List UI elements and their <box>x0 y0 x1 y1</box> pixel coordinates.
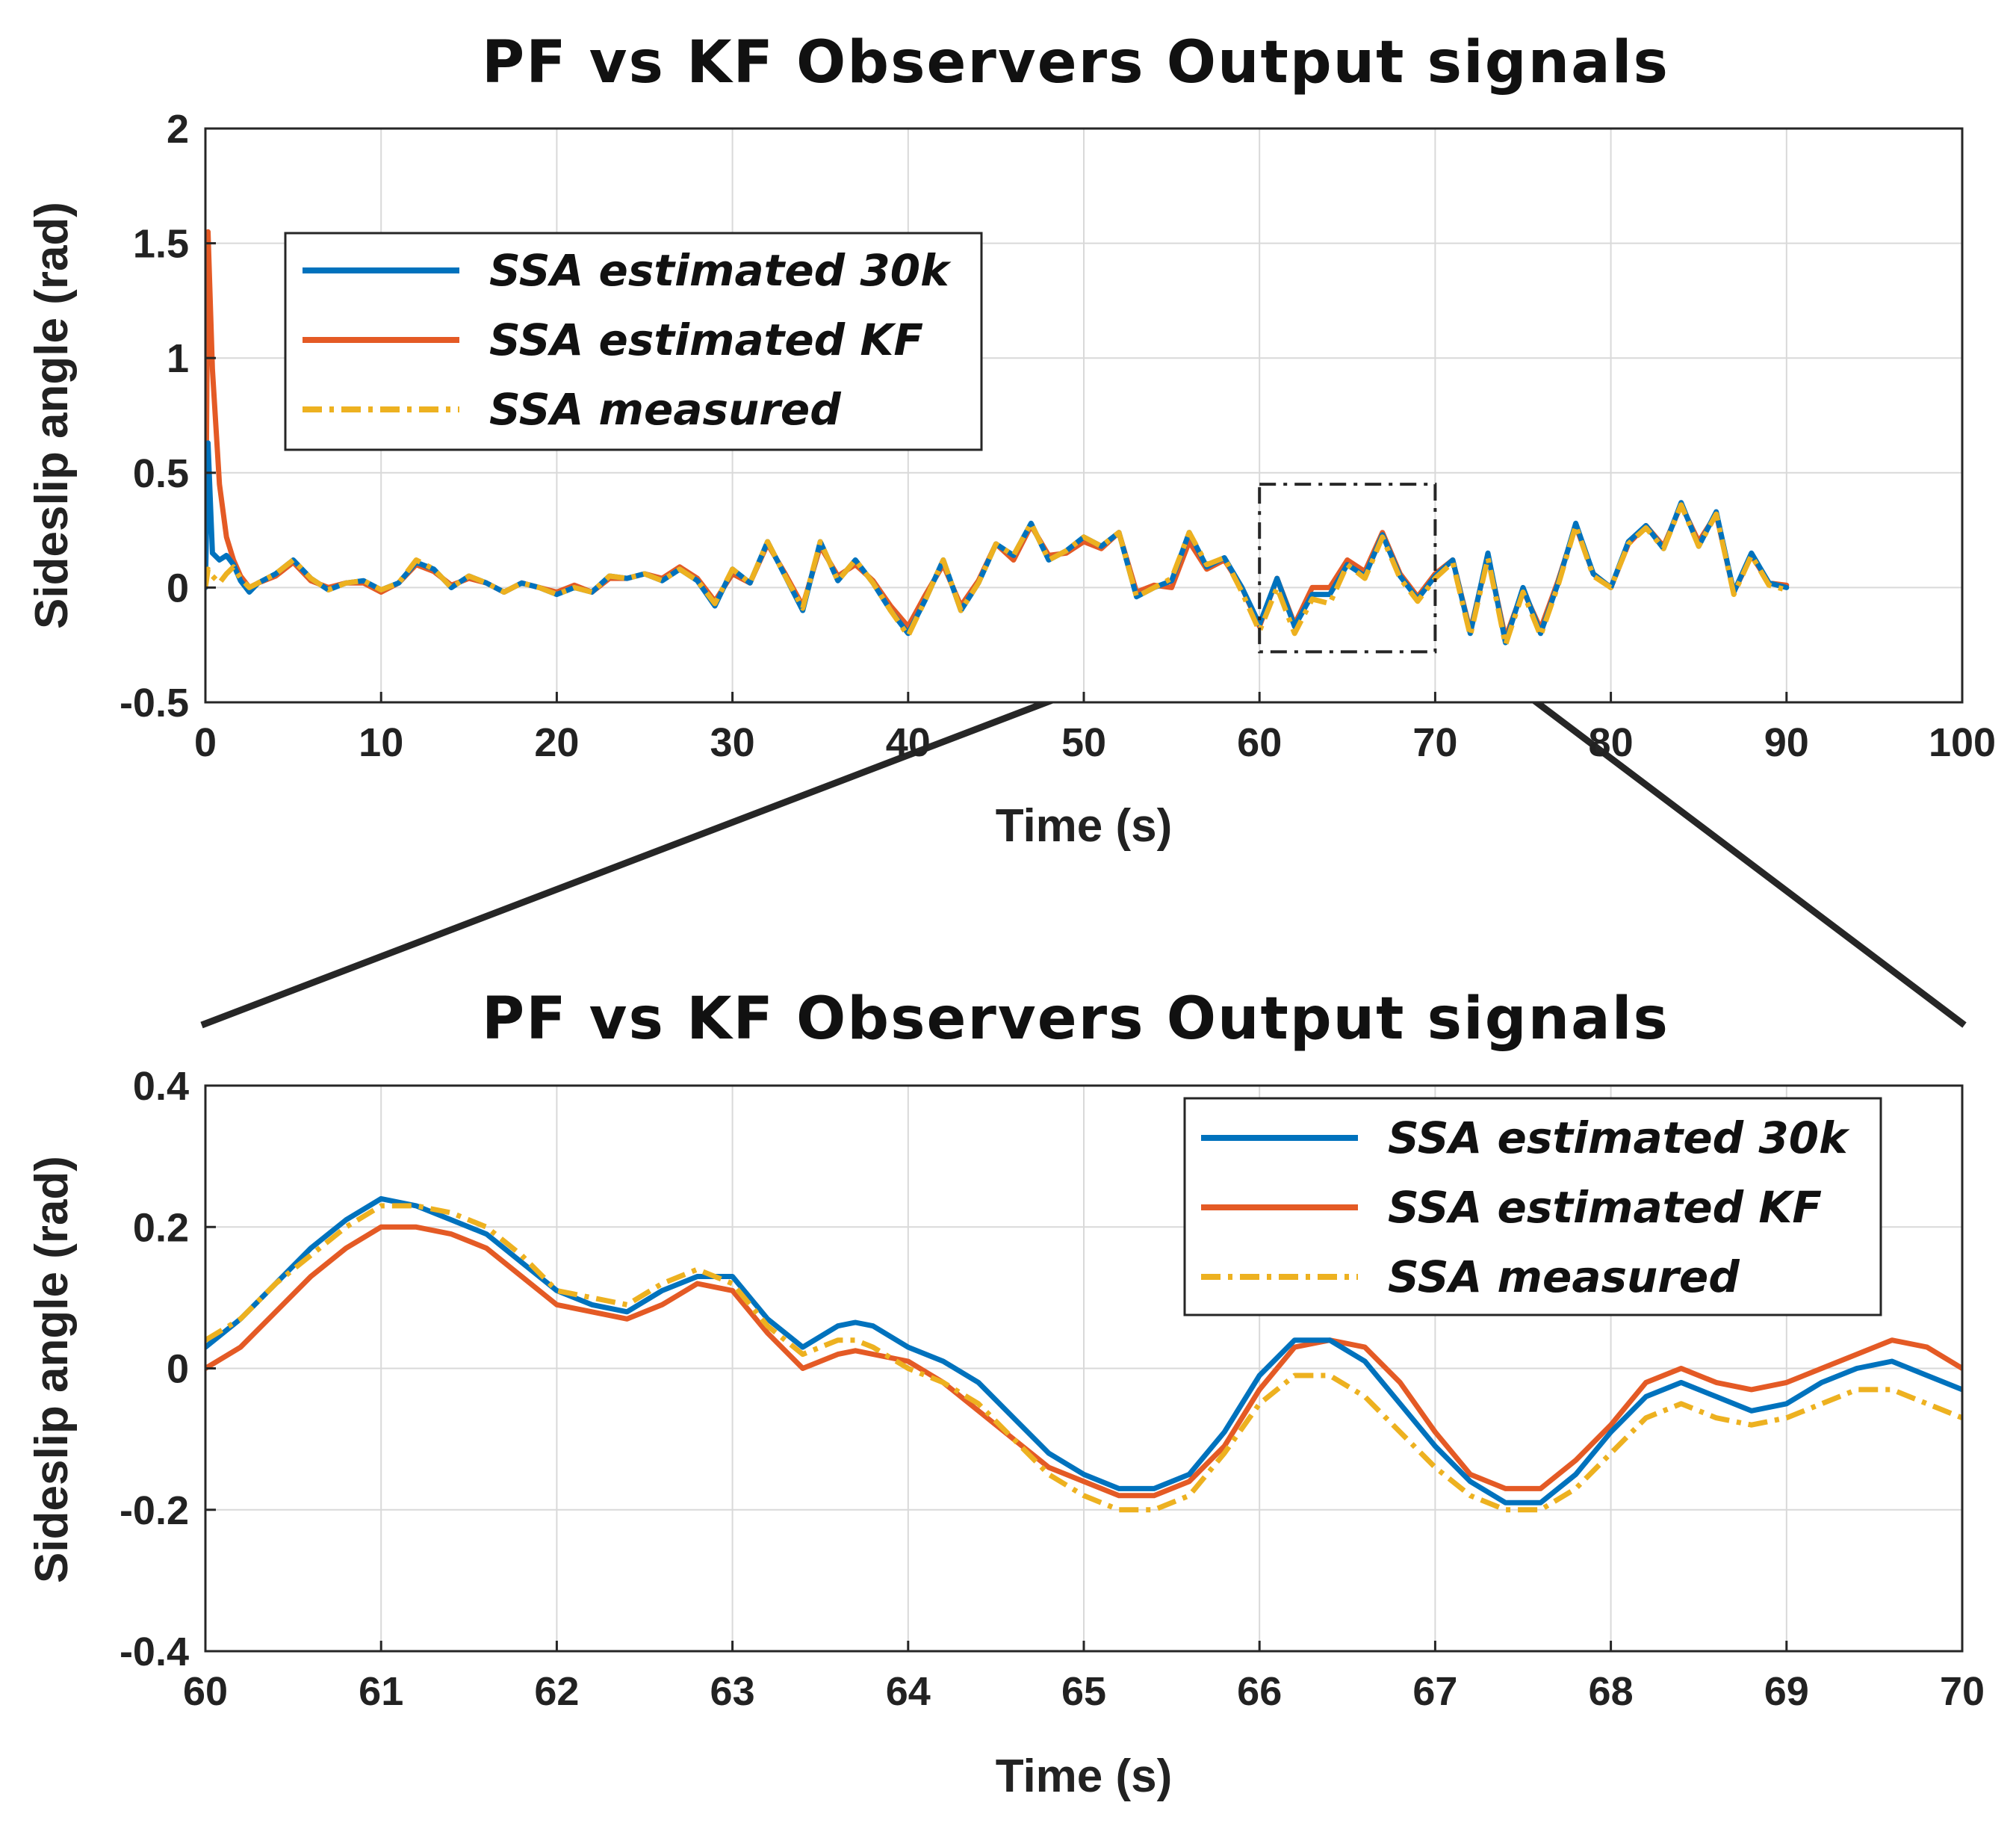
top-zoom-box-group <box>1258 483 1437 654</box>
bot-y-tick-label: -0.4 <box>120 1630 189 1674</box>
top-series-lines <box>205 229 1790 648</box>
bottom-legend-label-kf: SSA estimated KF <box>1388 1182 1822 1233</box>
bot-y-tick-label: 0.2 <box>133 1205 189 1250</box>
top-legend-label-measured: SSA measured <box>489 384 841 435</box>
bot-x-tick-label: 68 <box>1589 1669 1634 1714</box>
bottom-x-ticks: 60 61 62 63 64 65 66 67 68 69 70 <box>183 1641 1985 1714</box>
top-x-tick-label: 30 <box>710 720 755 765</box>
bot-y-tick-label: -0.2 <box>120 1488 189 1533</box>
top-legend-label-kf: SSA estimated KF <box>489 315 923 365</box>
bot-series-line-pf <box>205 1195 1962 1505</box>
bot-x-tick-label: 70 <box>1940 1669 1985 1714</box>
top-y-tick-label: 1.5 <box>133 222 189 267</box>
top-x-tick-label: 60 <box>1237 720 1282 765</box>
top-series-line-measured <box>205 502 1787 648</box>
top-x-ticks: 0 10 20 30 40 50 60 70 80 90 100 <box>194 692 1996 765</box>
bot-x-tick-label: 61 <box>359 1669 403 1714</box>
bot-series-line-kf <box>205 1224 1962 1499</box>
top-x-tick-label: 50 <box>1061 720 1106 765</box>
bot-x-tick-label: 64 <box>886 1669 931 1714</box>
bot-x-tick-label: 69 <box>1764 1669 1809 1714</box>
top-x-tick-label: 0 <box>194 720 217 765</box>
top-x-tick-label: 20 <box>534 720 579 765</box>
bot-x-tick-label: 66 <box>1237 1669 1282 1714</box>
top-zoom-box <box>1258 483 1437 654</box>
top-y-tick-label: -0.5 <box>120 681 189 725</box>
bot-x-tick-label: 67 <box>1412 1669 1457 1714</box>
top-x-tick-label: 40 <box>886 720 931 765</box>
bottom-y-ticks: -0.4 -0.2 0 0.2 0.4 <box>120 1064 216 1674</box>
bot-y-tick-label: 0.4 <box>133 1064 189 1109</box>
bot-series-line-measured <box>205 1203 1962 1513</box>
top-y-tick-label: 0.5 <box>133 451 189 496</box>
top-x-tick-label: 70 <box>1412 720 1457 765</box>
bottom-legend: SSA estimated 30k SSA estimated KF SSA m… <box>1183 1097 1882 1316</box>
bottom-series-lines <box>205 1195 1962 1513</box>
top-y-ticks: -0.5 0 0.5 1 1.5 2 <box>120 107 216 725</box>
bottom-chart: PF vs KF Observers Output signals 60 61 62… <box>26 985 1985 1802</box>
bot-y-tick-label: 0 <box>167 1347 189 1392</box>
top-y-tick-label: 0 <box>167 566 189 610</box>
top-x-tick-label: 100 <box>1929 720 1996 765</box>
top-x-tick-label: 90 <box>1764 720 1809 765</box>
top-y-tick-label: 2 <box>167 107 189 152</box>
top-legend-label-pf: SSA estimated 30k <box>489 245 952 296</box>
bot-x-tick-label: 65 <box>1061 1669 1106 1714</box>
top-x-tick-label: 80 <box>1589 720 1634 765</box>
top-y-axis-label: Sideslip angle (rad) <box>26 202 78 629</box>
top-chart: PF vs KF Observers Output signals 0 10 20 3… <box>26 29 1996 852</box>
top-chart-title: PF vs KF Observers Output signals <box>482 29 1669 96</box>
top-y-tick-label: 1 <box>167 336 189 381</box>
bottom-legend-label-measured: SSA measured <box>1388 1251 1740 1302</box>
bottom-chart-title: PF vs KF Observers Output signals <box>482 985 1669 1053</box>
bot-x-tick-label: 62 <box>534 1669 579 1714</box>
bottom-legend-label-pf: SSA estimated 30k <box>1388 1112 1850 1163</box>
bottom-x-axis-label: Time (s) <box>996 1751 1173 1802</box>
bot-x-tick-label: 60 <box>183 1669 228 1714</box>
top-x-tick-label: 10 <box>359 720 403 765</box>
bot-x-tick-label: 63 <box>710 1669 755 1714</box>
top-x-axis-label: Time (s) <box>996 800 1173 852</box>
top-legend: SSA estimated 30k SSA estimated KF SSA m… <box>284 232 983 451</box>
bottom-y-axis-label: Sideslip angle (rad) <box>26 1156 78 1583</box>
